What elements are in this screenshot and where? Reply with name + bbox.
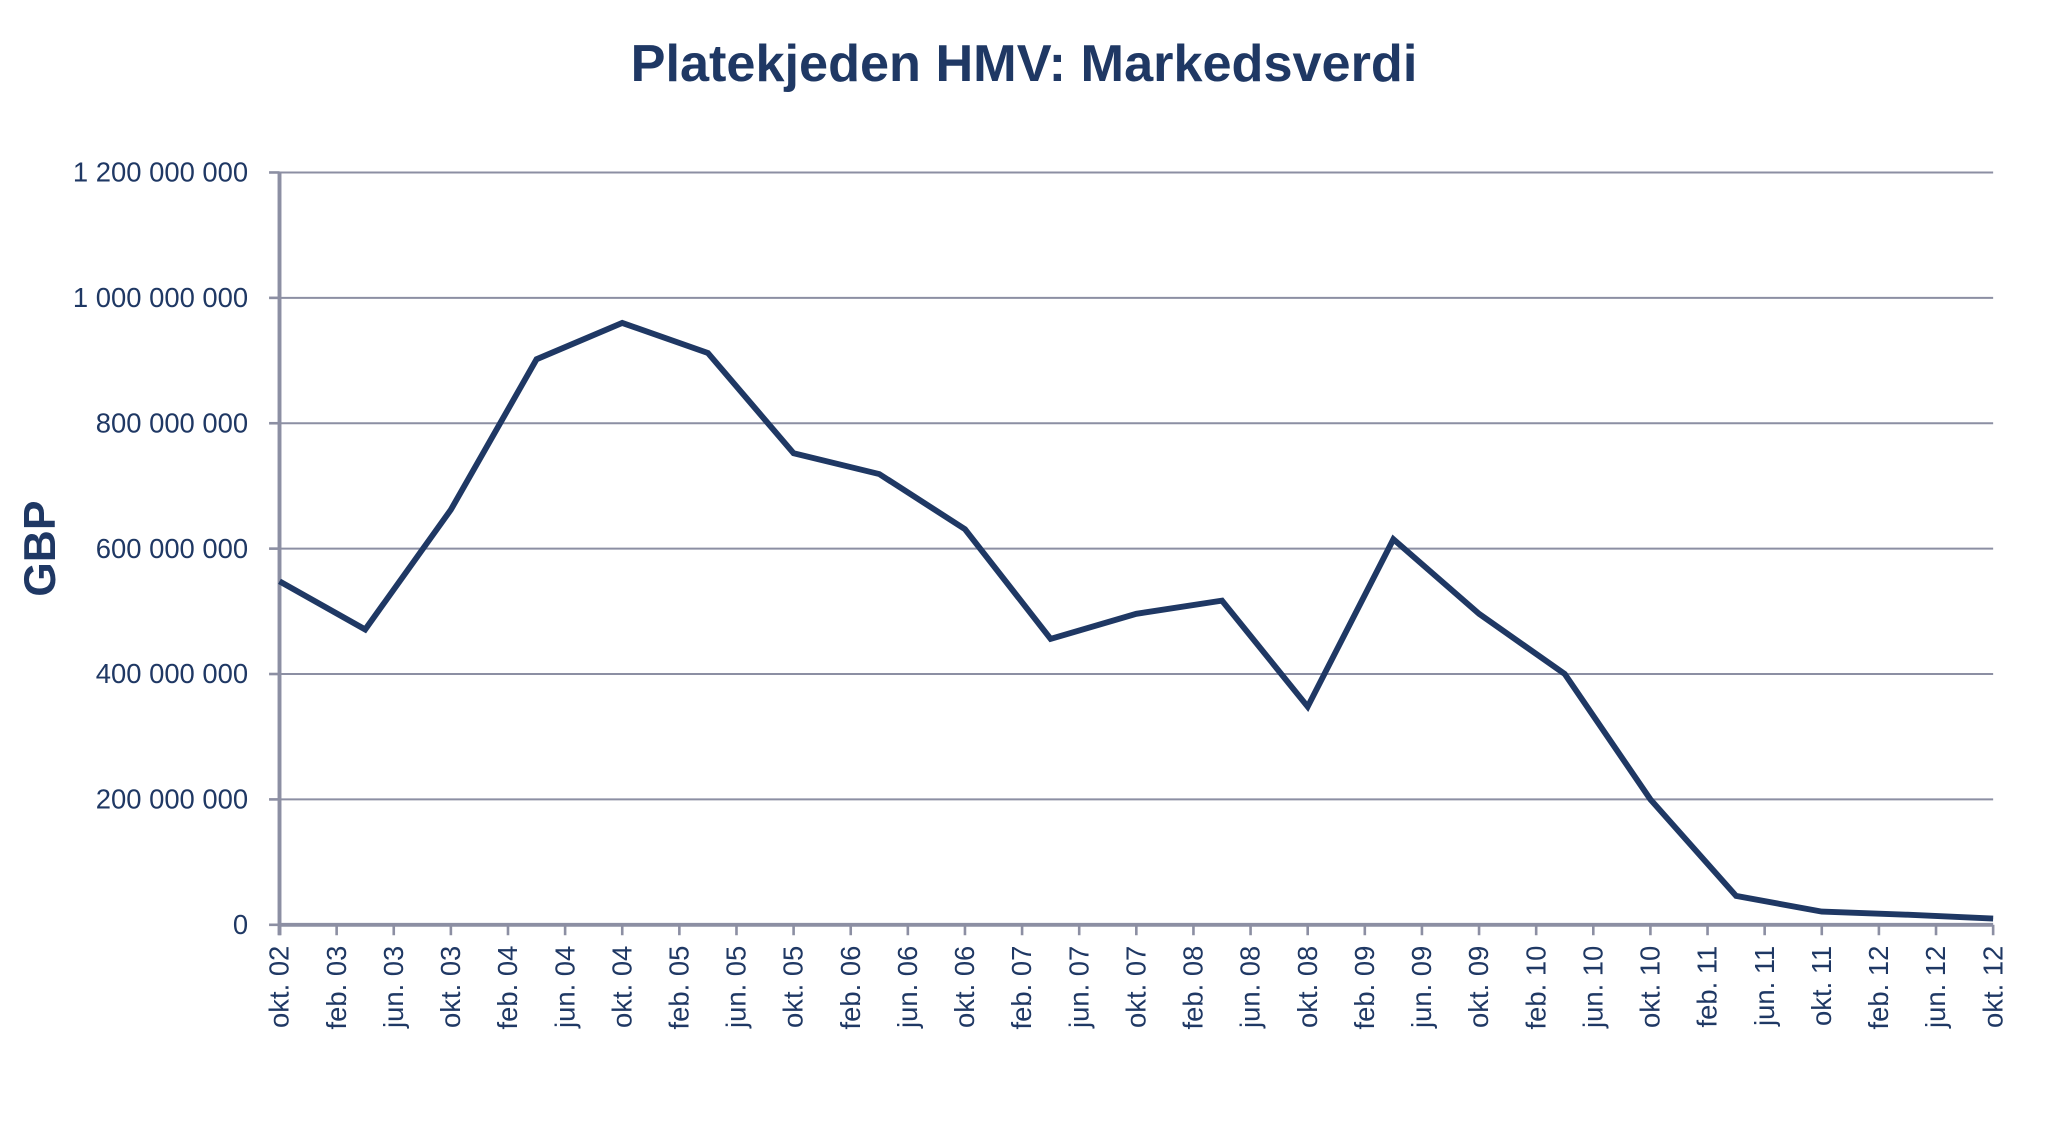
y-tick-label: 0 bbox=[233, 909, 248, 940]
x-tick-label: jun. 03 bbox=[378, 946, 409, 1029]
x-tick-label: feb. 12 bbox=[1863, 946, 1894, 1030]
x-tick-label: jun. 05 bbox=[721, 946, 752, 1029]
series bbox=[278, 319, 1994, 922]
x-tick-label: okt. 03 bbox=[435, 946, 466, 1028]
x-tick-label: jun. 04 bbox=[549, 946, 580, 1029]
x-tick-label: okt. 09 bbox=[1463, 946, 1494, 1028]
gridlines bbox=[279, 171, 1994, 801]
x-tick-labels: okt. 02 feb. 03 jun. 03 okt. 03 feb. 04 jun. … bbox=[264, 946, 2009, 1030]
y-tick-labels: 0 200 000 000 400 000 000 600 000 000 800 00… bbox=[73, 157, 248, 940]
x-tick-label: feb. 03 bbox=[321, 946, 352, 1030]
y-tick-label: 1 000 000 000 bbox=[73, 282, 248, 313]
x-tick-label: feb. 04 bbox=[492, 946, 523, 1030]
y-axis-label: GBP bbox=[16, 501, 65, 597]
x-tick-label: okt. 07 bbox=[1120, 946, 1151, 1028]
x-tick-label: okt. 10 bbox=[1635, 946, 1666, 1028]
chart-title: Platekjeden HMV: Markedsverdi bbox=[631, 35, 1418, 93]
y-tick-label: 600 000 000 bbox=[96, 533, 248, 564]
x-tick-label: jun. 12 bbox=[1920, 946, 1951, 1029]
y-tick-label: 200 000 000 bbox=[96, 784, 248, 815]
axes bbox=[269, 171, 1995, 936]
x-tick-label: okt. 08 bbox=[1292, 946, 1323, 1028]
y-tick-label: 800 000 000 bbox=[96, 407, 248, 438]
x-tick-label: jun. 07 bbox=[1063, 946, 1094, 1029]
x-tick-label: okt. 05 bbox=[778, 946, 809, 1028]
x-tick-label: okt. 11 bbox=[1806, 946, 1837, 1026]
x-tick-label: okt. 12 bbox=[1977, 946, 2008, 1028]
y-tick-label: 1 200 000 000 bbox=[73, 157, 248, 188]
x-tick-label: feb. 09 bbox=[1349, 946, 1380, 1030]
x-tick-label: okt. 06 bbox=[949, 946, 980, 1028]
x-tick-label: jun. 10 bbox=[1577, 946, 1608, 1029]
x-tick-label: jun. 11 bbox=[1749, 946, 1780, 1027]
x-tick-label: feb. 06 bbox=[835, 946, 866, 1030]
y-tick-label: 400 000 000 bbox=[96, 658, 248, 689]
x-tick-label: feb. 11 bbox=[1692, 946, 1723, 1028]
x-tick-label: jun. 09 bbox=[1406, 946, 1437, 1029]
x-tick-label: jun. 06 bbox=[892, 946, 923, 1029]
x-tick-label: feb. 08 bbox=[1178, 946, 1209, 1030]
series-line bbox=[278, 319, 1994, 922]
x-tick-label: feb. 05 bbox=[664, 946, 695, 1030]
x-tick-label: okt. 02 bbox=[264, 946, 295, 1028]
x-tick-label: feb. 07 bbox=[1006, 946, 1037, 1030]
x-tick-label: okt. 04 bbox=[606, 946, 637, 1028]
x-tick-label: feb. 10 bbox=[1520, 946, 1551, 1030]
x-tick-label: jun. 08 bbox=[1235, 946, 1266, 1029]
